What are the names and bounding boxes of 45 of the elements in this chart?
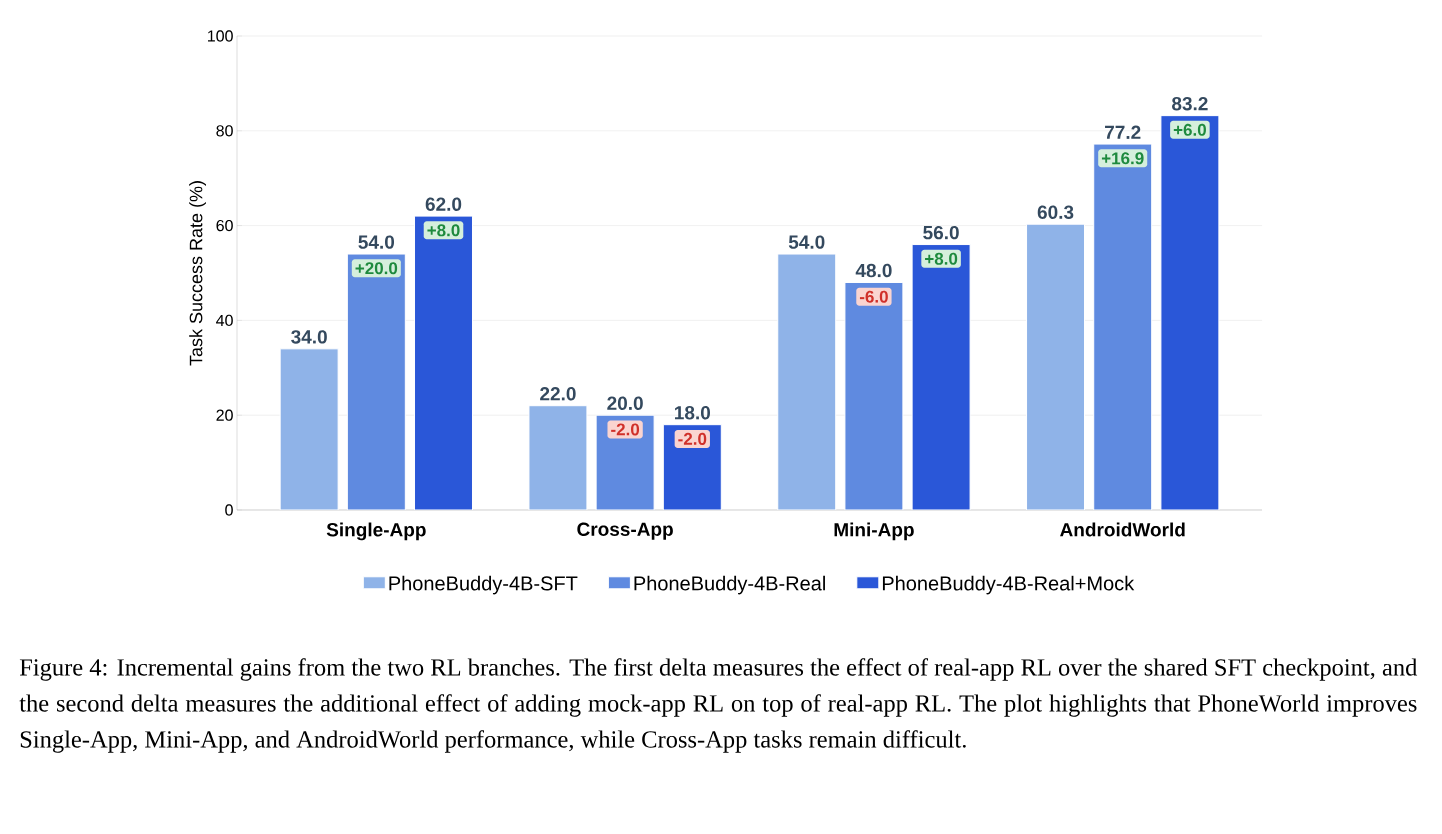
annotation: +20.0: [355, 262, 398, 275]
bar: [1093, 143, 1153, 510]
annotation: -6.0: [859, 290, 888, 303]
y-tick-label: 80: [216, 125, 233, 137]
data-label: 34.0: [291, 330, 327, 344]
bar: [279, 348, 339, 510]
bar: [1160, 115, 1220, 510]
legend-label: PhoneBuddy-4B-SFT: [389, 575, 578, 595]
data-label: 60.3: [1037, 205, 1074, 219]
legend-label: PhoneBuddy-4B-Real+Mock: [882, 575, 1135, 595]
annotation: -2.0: [678, 432, 707, 445]
bar: [777, 253, 837, 510]
data-label: 56.0: [923, 225, 959, 240]
data-label: 77.2: [1105, 125, 1141, 139]
data-label: 83.2: [1172, 96, 1208, 111]
bar: [414, 215, 473, 510]
data-label: 18.0: [675, 406, 710, 420]
data-label: 20.0: [607, 396, 643, 410]
bar: [346, 253, 406, 510]
legend-label: PhoneBuddy-4B-Real: [634, 575, 825, 595]
caption: Figure 4: Incremental gains from the two RL branches. The first delta measures the effect of real-app RL over the shared SFT checkpoint, and the second delta measures the additional effect of adding mock-app RL on top of real-app RL. The plot highlights that PhoneWorld improves Single-App, Mini-App, and AndroidWorld performance, while Cross-App tasks remain difficult.: [19, 658, 1418, 753]
data-label: 48.0: [855, 263, 892, 278]
bar: [1026, 223, 1086, 510]
bar: [911, 244, 971, 510]
y-tick-label: 60: [216, 219, 233, 232]
y-tick-label: 100: [208, 30, 233, 42]
y-tick-label: 0: [225, 504, 233, 516]
data-label: 54.0: [788, 235, 825, 249]
data-label: 54.0: [358, 235, 395, 249]
data-label: 62.0: [425, 197, 462, 211]
x-tick-label: Mini-App: [834, 522, 914, 541]
y-axis-title: Task Success Rate (%): [189, 181, 206, 366]
y-tick-label: 40: [216, 314, 233, 327]
annotation: +16.9: [1101, 152, 1144, 165]
x-tick-label: AndroidWorld: [1060, 522, 1185, 537]
data-label: 22.0: [540, 387, 576, 401]
annotation: +8.0: [427, 224, 460, 237]
annotation: -2.0: [611, 423, 640, 436]
annotation: +8.0: [925, 252, 958, 265]
bar: [528, 405, 588, 510]
annotation: +6.0: [1173, 123, 1206, 136]
bar: [844, 281, 904, 510]
x-tick-label: Single-App: [326, 522, 426, 541]
x-tick-label: Cross-App: [577, 522, 673, 540]
y-tick-label: 20: [216, 409, 233, 421]
